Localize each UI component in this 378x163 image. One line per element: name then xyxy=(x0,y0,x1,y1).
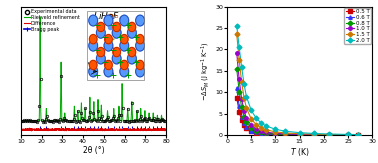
Text: Ho: Ho xyxy=(112,14,119,19)
Circle shape xyxy=(89,66,98,77)
Text: LiHoF$_4$: LiHoF$_4$ xyxy=(93,10,123,23)
Legend: Experimental data, Rietveld refinement, Difference, Bragg peak: Experimental data, Rietveld refinement, … xyxy=(23,9,81,32)
Circle shape xyxy=(104,15,113,26)
Circle shape xyxy=(90,35,97,44)
X-axis label: $T$ (K): $T$ (K) xyxy=(290,146,310,158)
Experimental data xyxy=(163,120,167,122)
Circle shape xyxy=(113,22,121,32)
Circle shape xyxy=(136,60,144,70)
Circle shape xyxy=(127,27,136,38)
Line: Experimental data: Experimental data xyxy=(20,75,166,123)
Circle shape xyxy=(89,15,98,26)
Difference xyxy=(164,129,168,131)
Line: Difference: Difference xyxy=(21,128,166,131)
X-axis label: 2θ (°): 2θ (°) xyxy=(83,146,104,155)
Circle shape xyxy=(89,40,98,51)
Circle shape xyxy=(120,66,129,77)
Text: F: F xyxy=(112,37,115,43)
Circle shape xyxy=(96,27,105,38)
Rietveld refinement xyxy=(38,16,42,18)
Circle shape xyxy=(112,27,121,38)
Legend: 0.5 T, 0.6 T, 0.8 T, 1.0 T, 1.5 T, 2.0 T: 0.5 T, 0.6 T, 0.8 T, 1.0 T, 1.5 T, 2.0 T xyxy=(344,8,371,44)
Y-axis label: $-\Delta S_M$ (J kg$^{-1}$ K$^{-1}$): $-\Delta S_M$ (J kg$^{-1}$ K$^{-1}$) xyxy=(200,41,212,101)
Circle shape xyxy=(136,15,144,26)
Rietveld refinement xyxy=(71,120,76,122)
Experimental data xyxy=(42,121,47,123)
Circle shape xyxy=(97,47,105,57)
Difference xyxy=(153,129,157,131)
Line: Rietveld refinement: Rietveld refinement xyxy=(21,17,166,121)
Experimental data xyxy=(24,119,28,121)
Experimental data xyxy=(19,120,23,122)
Circle shape xyxy=(136,66,144,77)
Difference xyxy=(105,128,109,130)
Circle shape xyxy=(120,15,129,26)
Experimental data xyxy=(27,120,31,122)
Circle shape xyxy=(90,60,97,70)
Circle shape xyxy=(121,60,128,70)
Circle shape xyxy=(136,35,144,44)
Difference xyxy=(29,130,34,132)
Circle shape xyxy=(128,22,136,32)
Circle shape xyxy=(112,53,121,64)
Difference xyxy=(19,128,23,130)
Difference xyxy=(87,129,91,131)
Rietveld refinement xyxy=(153,120,157,122)
Circle shape xyxy=(120,40,129,51)
Circle shape xyxy=(128,47,136,57)
Rietveld refinement xyxy=(19,120,23,122)
Difference xyxy=(71,129,76,131)
Circle shape xyxy=(127,53,136,64)
Experimental data xyxy=(81,119,85,121)
Experimental data xyxy=(45,119,50,121)
Circle shape xyxy=(96,53,105,64)
Circle shape xyxy=(105,60,112,70)
Rietveld refinement xyxy=(105,117,109,119)
Difference xyxy=(139,127,143,129)
Circle shape xyxy=(105,35,112,44)
Circle shape xyxy=(113,47,121,57)
Experimental data xyxy=(33,120,37,122)
Text: Li: Li xyxy=(112,26,116,31)
Experimental data xyxy=(92,118,97,120)
Circle shape xyxy=(104,40,113,51)
Circle shape xyxy=(121,35,128,44)
Experimental data xyxy=(59,75,64,77)
Rietveld refinement xyxy=(87,114,91,116)
Rietveld refinement xyxy=(49,120,53,122)
Circle shape xyxy=(136,40,144,51)
Rietveld refinement xyxy=(111,118,115,120)
Difference xyxy=(49,129,53,131)
Difference xyxy=(111,129,115,131)
Circle shape xyxy=(97,22,105,32)
Rietveld refinement xyxy=(164,120,168,122)
Circle shape xyxy=(104,66,113,77)
